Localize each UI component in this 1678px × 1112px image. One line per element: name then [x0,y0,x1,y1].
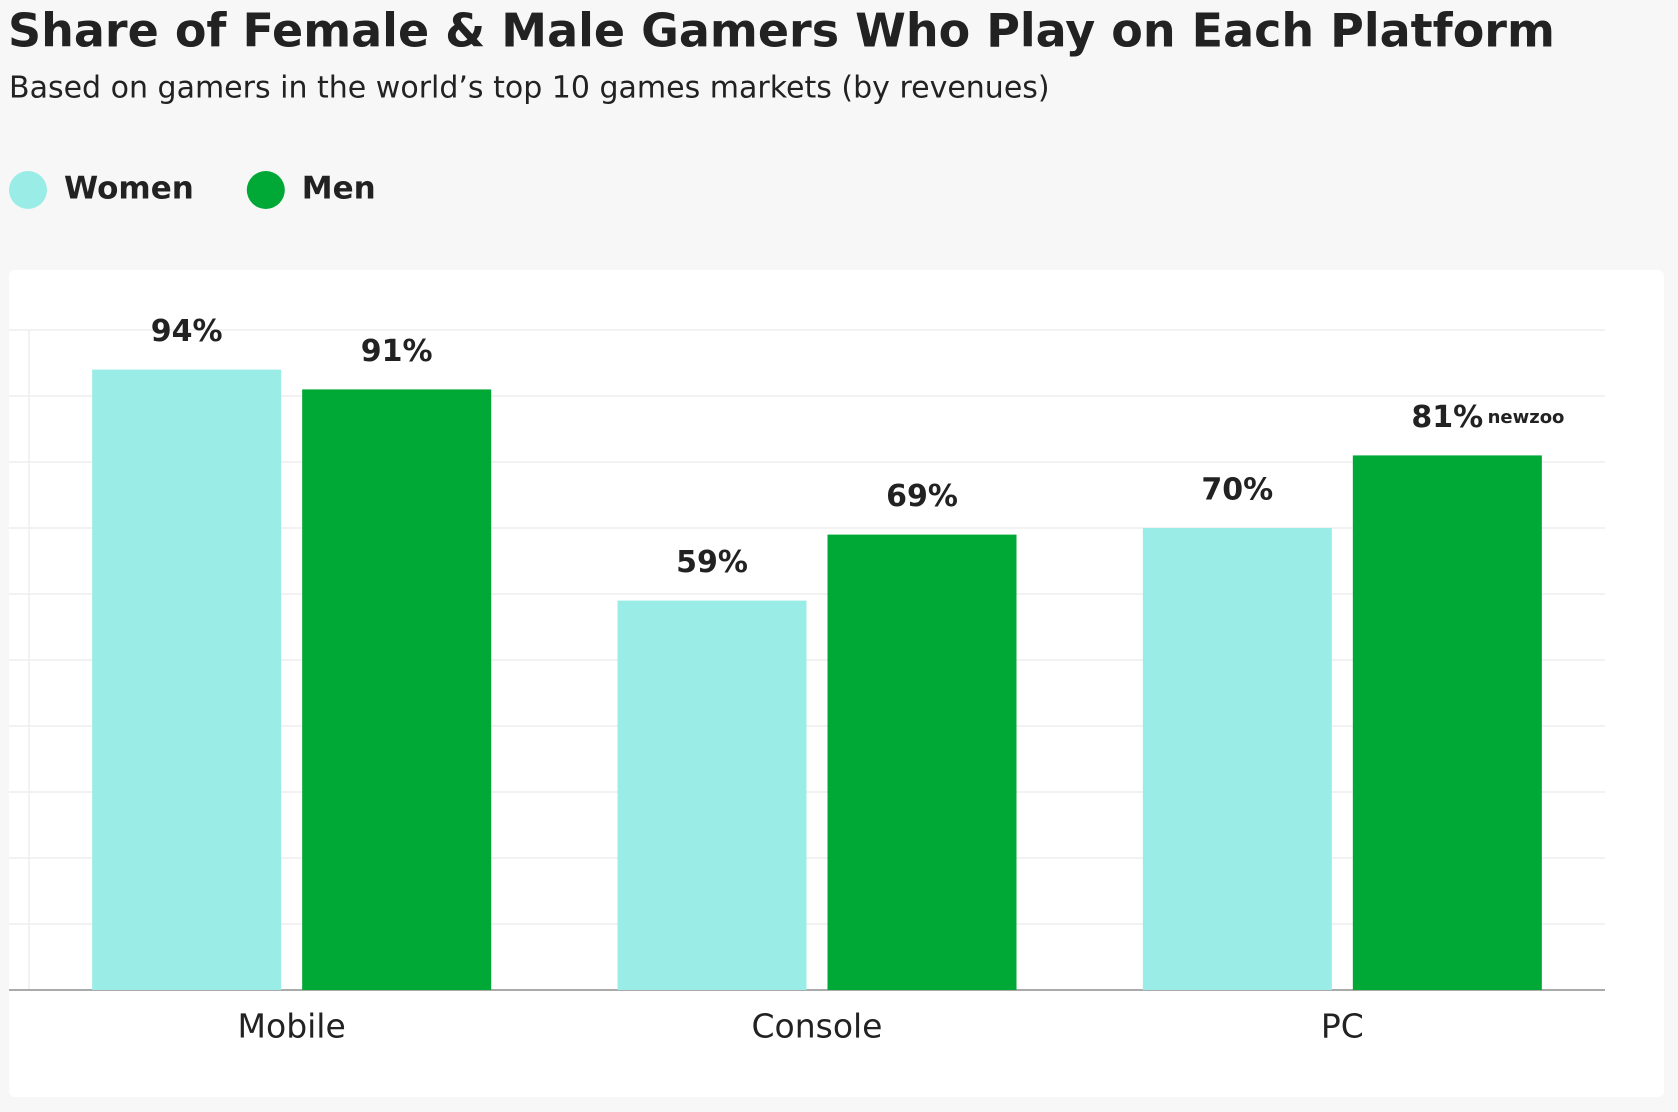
chart-title: Share of Female & Male Gamers Who Play o… [8,4,1555,58]
legend-swatch [9,171,47,209]
x-tick-label: PC [1321,1007,1364,1046]
bar [617,600,807,990]
value-label: 70% [1201,473,1273,508]
bar [827,534,1017,990]
chart-subtitle: Based on gamers in the world’s top 10 ga… [9,71,1050,106]
watermark: newzoo [1488,407,1565,428]
legend-swatch [246,171,285,209]
bar [1142,528,1332,990]
bar [302,389,492,990]
value-label: 91% [361,334,433,369]
value-label: 81% [1411,400,1483,435]
value-label: 59% [676,545,748,580]
legend-label: Women [64,171,194,207]
x-tick-label: Console [751,1007,882,1046]
bar [92,369,282,991]
value-label: 94% [151,314,223,349]
x-tick-label: Mobile [238,1007,346,1046]
bar [1352,455,1542,990]
legend-label: Men [302,171,376,207]
value-label: 69% [886,479,958,514]
